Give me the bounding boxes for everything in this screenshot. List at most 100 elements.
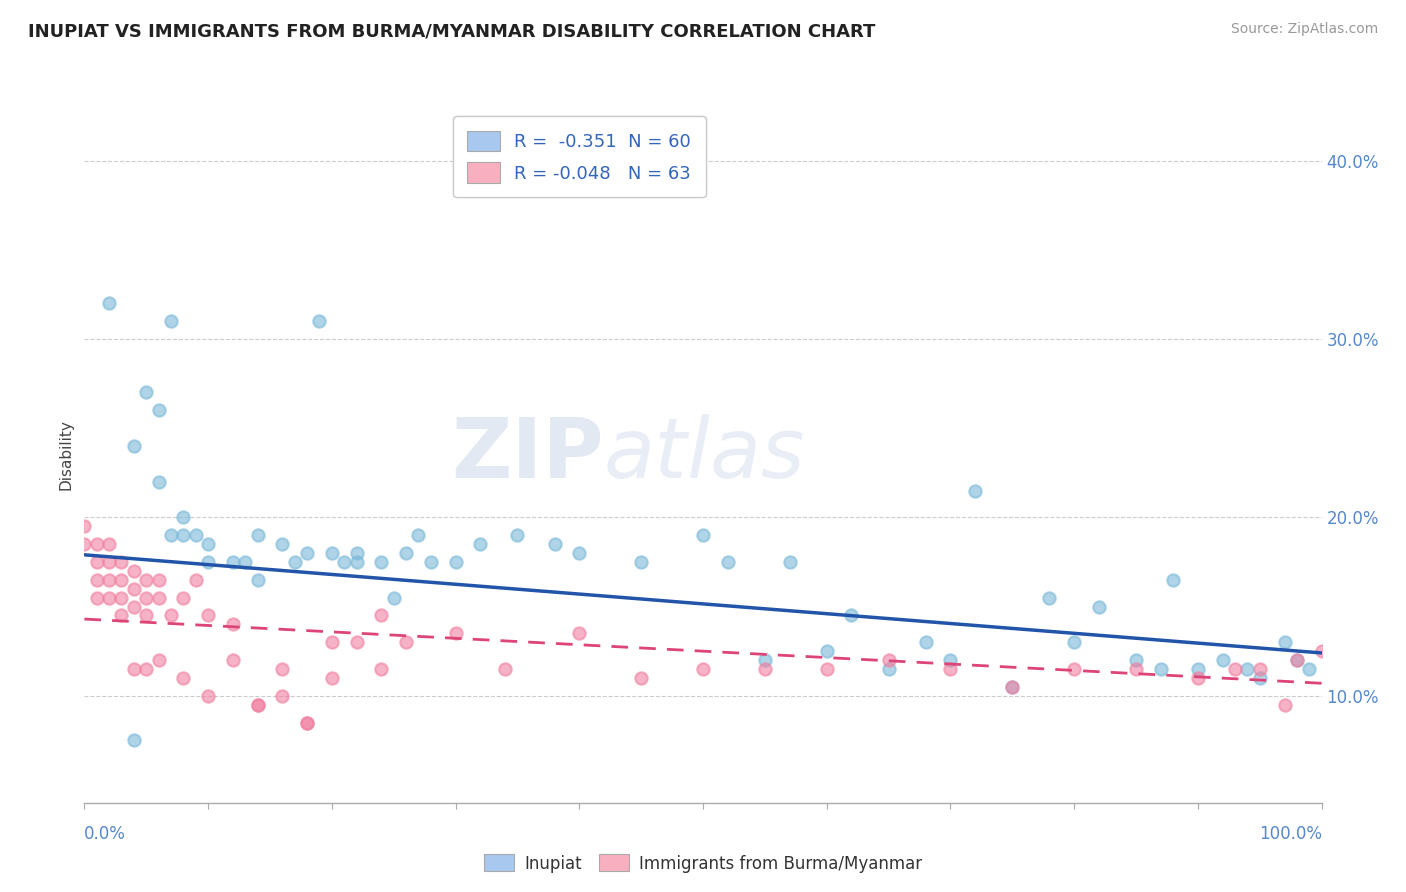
Point <box>1125 653 1147 667</box>
Point <box>841 608 863 623</box>
Point <box>98 573 121 587</box>
Point <box>135 662 157 676</box>
Point <box>965 483 987 498</box>
Point <box>370 608 392 623</box>
Point <box>197 555 219 569</box>
Point <box>271 662 294 676</box>
Point <box>1161 573 1184 587</box>
Point <box>717 555 740 569</box>
Point <box>148 573 170 587</box>
Point <box>395 546 418 560</box>
Point <box>160 608 183 623</box>
Point <box>122 599 145 614</box>
Point <box>86 537 108 551</box>
Text: INUPIAT VS IMMIGRANTS FROM BURMA/MYANMAR DISABILITY CORRELATION CHART: INUPIAT VS IMMIGRANTS FROM BURMA/MYANMAR… <box>28 22 876 40</box>
Point <box>754 653 776 667</box>
Point <box>295 715 318 730</box>
Point <box>1063 662 1085 676</box>
Point <box>86 555 108 569</box>
Point <box>1038 591 1060 605</box>
Point <box>160 528 183 542</box>
Point <box>543 537 565 551</box>
Point <box>370 555 392 569</box>
Point <box>98 591 121 605</box>
Point <box>73 537 96 551</box>
Point <box>321 671 343 685</box>
Point <box>135 385 157 400</box>
Point <box>1088 599 1111 614</box>
Point <box>110 573 132 587</box>
Point <box>815 644 838 658</box>
Point <box>1150 662 1173 676</box>
Y-axis label: Disability: Disability <box>58 419 73 491</box>
Point <box>321 546 343 560</box>
Point <box>172 671 194 685</box>
Point <box>408 528 430 542</box>
Point <box>135 573 157 587</box>
Point <box>568 626 591 640</box>
Point <box>877 653 900 667</box>
Point <box>122 564 145 578</box>
Point <box>815 662 838 676</box>
Text: ZIP: ZIP <box>451 415 605 495</box>
Point <box>1249 662 1271 676</box>
Point <box>295 715 318 730</box>
Point <box>160 314 183 328</box>
Point <box>568 546 591 560</box>
Point <box>382 591 405 605</box>
Point <box>1063 635 1085 649</box>
Legend: R =  -0.351  N = 60, R = -0.048   N = 63: R = -0.351 N = 60, R = -0.048 N = 63 <box>453 116 706 197</box>
Point <box>470 537 492 551</box>
Point <box>692 662 714 676</box>
Point <box>630 555 652 569</box>
Point <box>110 555 132 569</box>
Point <box>284 555 307 569</box>
Legend: Inupiat, Immigrants from Burma/Myanmar: Inupiat, Immigrants from Burma/Myanmar <box>478 847 928 880</box>
Point <box>271 537 294 551</box>
Point <box>346 555 368 569</box>
Text: atlas: atlas <box>605 415 806 495</box>
Point <box>172 591 194 605</box>
Point <box>494 662 516 676</box>
Point <box>1125 662 1147 676</box>
Point <box>110 591 132 605</box>
Point <box>1274 698 1296 712</box>
Point <box>939 653 962 667</box>
Point <box>197 608 219 623</box>
Point <box>98 537 121 551</box>
Point <box>1212 653 1234 667</box>
Point <box>1001 680 1024 694</box>
Point <box>184 573 207 587</box>
Point <box>73 519 96 533</box>
Point <box>122 733 145 747</box>
Point <box>321 635 343 649</box>
Point <box>754 662 776 676</box>
Point <box>333 555 356 569</box>
Point <box>222 653 245 667</box>
Point <box>98 555 121 569</box>
Point <box>197 537 219 551</box>
Point <box>444 626 467 640</box>
Point <box>1001 680 1024 694</box>
Point <box>1223 662 1246 676</box>
Point <box>444 555 467 569</box>
Point <box>122 582 145 596</box>
Point <box>122 439 145 453</box>
Point <box>419 555 441 569</box>
Point <box>1249 671 1271 685</box>
Point <box>1285 653 1308 667</box>
Point <box>246 573 269 587</box>
Point <box>1298 662 1320 676</box>
Point <box>172 510 194 524</box>
Point <box>692 528 714 542</box>
Point <box>86 573 108 587</box>
Point <box>98 296 121 310</box>
Point <box>148 475 170 489</box>
Point <box>222 555 245 569</box>
Text: 0.0%: 0.0% <box>84 825 127 843</box>
Point <box>86 591 108 605</box>
Point <box>308 314 330 328</box>
Point <box>506 528 529 542</box>
Point <box>370 662 392 676</box>
Point <box>148 403 170 417</box>
